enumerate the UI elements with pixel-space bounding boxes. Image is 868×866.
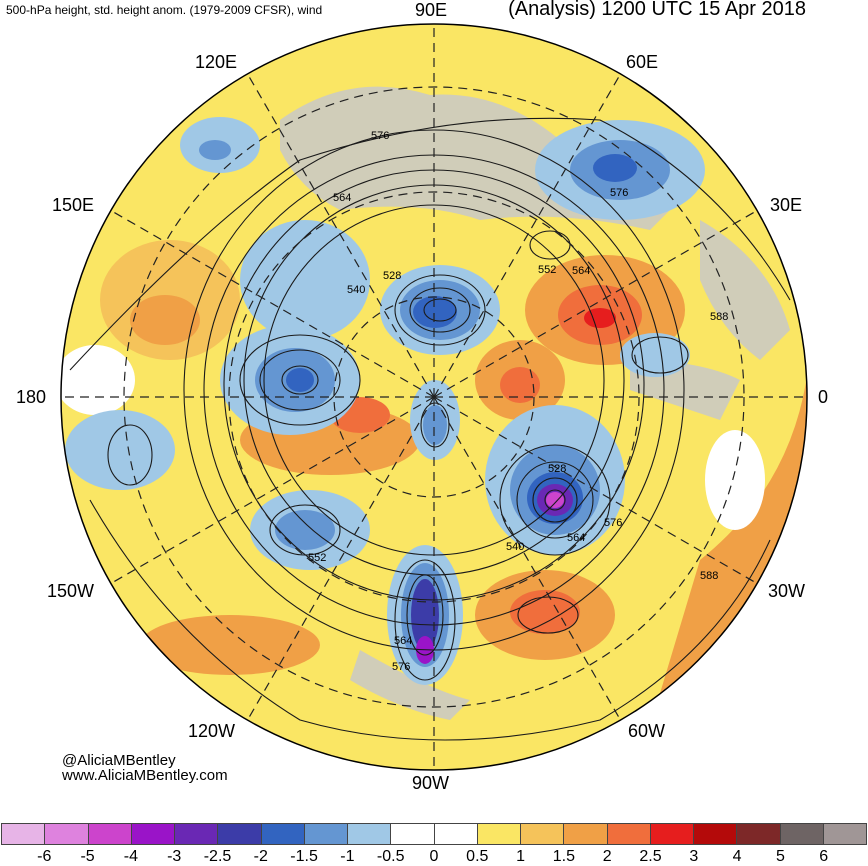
anomaly-negative-hudson-core [423,405,447,445]
anomaly-positive-eastpacific [140,615,320,675]
anomaly-negative-dateline [65,410,175,490]
anomaly-positive-arctic-core [500,367,540,403]
anomaly-positive-europe-max [584,308,616,328]
anomaly-neutral-east [705,430,765,530]
colorbar-swatch [564,823,608,845]
anomaly-negative-pole-core [413,296,457,328]
colorbar-swatch [521,823,565,845]
lon-label-150w: 150W [47,581,95,601]
lon-label-60w: 60W [628,721,666,741]
colorbar-swatch [348,823,392,845]
colorbar-tick-label: 1.5 [552,848,576,865]
contour-label: 528 [548,463,566,475]
colorbar-swatch [304,823,348,845]
colorbar-tick-label: -2 [253,848,268,865]
lon-label-120e: 120E [195,52,238,72]
colorbar-swatch [477,823,521,845]
contour-label: 588 [710,311,728,323]
colorbar-tick-label: 1 [516,848,526,865]
colorbar-swatch [391,823,435,845]
anomaly-negative-arctic1 [240,220,370,340]
contour-label: 576 [392,661,410,673]
polar-map: 576 564 576 552 564 528 540 588 528 576 … [60,23,808,771]
lon-label-90w: 90W [412,773,450,793]
colorbar-swatch [45,823,89,845]
colorbar-tick-label: 4 [732,848,742,865]
contour-label: 576 [371,130,389,142]
map-subtitle: 500-hPa height, std. height anom. (1979-… [6,3,323,17]
map-title: (Analysis) 1200 UTC 15 Apr 2018 [508,0,806,20]
contour-label: 540 [506,541,524,553]
anomaly-negative-alaska-core [286,368,314,392]
anomaly-negative-labrador-max [546,492,564,508]
lon-label-30w: 30W [768,581,806,601]
contour-label: 552 [538,264,556,276]
colorbar-tick-label: -1.5 [290,848,318,865]
lon-label-180: 180 [16,387,47,407]
contour-label: 588 [700,570,718,582]
colorbar-tick-label: 0.5 [466,848,489,865]
colorbar-tick-label: -2.5 [203,848,232,865]
anomaly-positive-pacific-core [130,295,200,345]
graticule [61,24,807,770]
colorbar-swatch [88,823,132,845]
contour-label: 576 [604,517,622,529]
colorbar-swatch [261,823,305,845]
colorbar-swatch [131,823,175,845]
colorbar [1,823,867,845]
anomaly-negative-gulf-alaska-core [275,510,335,550]
contour-label: 552 [308,552,326,564]
contour-label: 564 [394,635,412,647]
colorbar-swatch [175,823,219,845]
land-europe-west [700,220,790,360]
colorbar-tick-label: 5 [775,848,785,865]
lon-label-150e: 150E [52,195,95,215]
lon-label-120w: 120W [188,721,236,741]
colorbar-swatch [607,823,651,845]
map-border [60,23,808,771]
contour-labels: 576 564 576 552 564 528 540 588 528 576 … [308,130,728,673]
anomaly-neutral-west [61,345,135,415]
contour-label: 564 [572,265,590,277]
contour-label: 564 [333,192,351,204]
colorbar-tick-label: -1 [340,848,355,865]
colorbar-swatch [823,823,867,845]
colorbar-swatch [1,823,46,845]
credit-website[interactable]: www.AliciaMBentley.com [62,767,228,784]
colorbar-tick-label: 2.5 [639,848,662,865]
colorbar-swatch [650,823,694,845]
colorbar-swatch [218,823,262,845]
contour-label: 528 [383,270,401,282]
credit-handle: @AliciaMBentley [62,752,176,769]
colorbar-tick-label: -3 [167,848,182,865]
contour-label: 564 [567,532,585,544]
colorbar-tick-label: -6 [37,848,52,865]
colorbar-swatch [694,823,738,845]
colorbar-tick-label: 2 [602,848,612,865]
colorbar-tick-label: -5 [80,848,95,865]
lon-label-30e: 30E [770,195,803,215]
colorbar-swatch [737,823,781,845]
colorbar-tick-label: -4 [123,848,139,865]
anomaly-negative-us-core [411,579,439,651]
colorbar-swatch [780,823,824,845]
contour-label: 576 [610,187,628,199]
colorbar-tick-label: 3 [689,848,699,865]
colorbar-swatch [434,823,478,845]
contour-label: 540 [347,284,365,296]
anomaly-negative-urals-core [593,154,637,182]
map-disk [61,24,807,770]
lon-label-60e: 60E [626,52,659,72]
colorbar-tick-label: 6 [819,848,829,865]
anomaly-positive-atlantic-core [510,590,580,634]
land-mexico [350,650,470,720]
anomaly-negative-siberia-core [199,140,231,160]
colorbar-tick-label: 0 [429,848,439,865]
lon-label-0: 0 [818,387,829,407]
colorbar-tick-label: -0.5 [376,848,405,865]
lon-label-90e: 90E [415,0,448,20]
